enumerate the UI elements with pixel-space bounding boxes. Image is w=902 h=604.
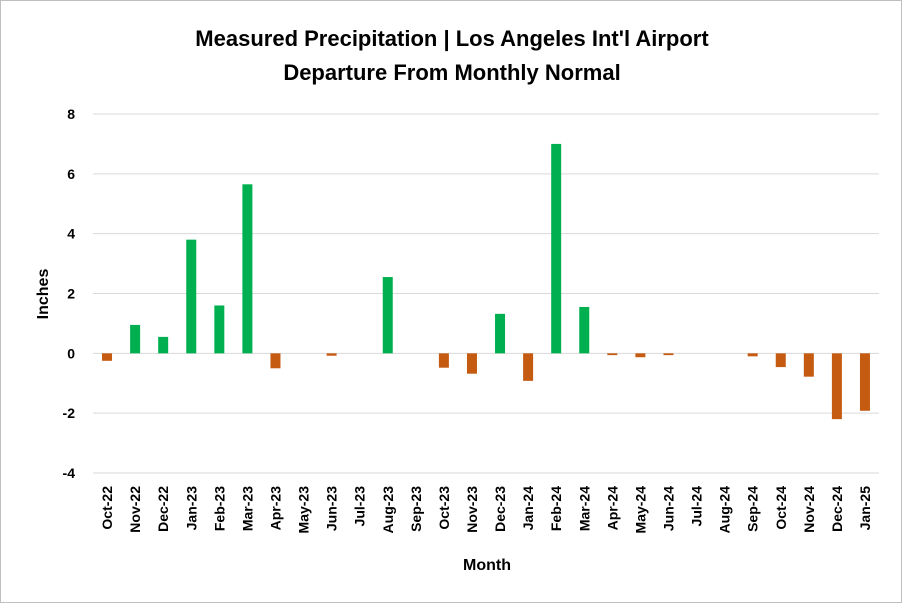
x-axis-title: Month xyxy=(463,557,511,574)
bar-jan-23 xyxy=(186,239,197,354)
x-tick-label: Dec-22 xyxy=(155,486,171,532)
bar-may-24 xyxy=(635,353,646,358)
bar-sep-24 xyxy=(747,353,758,357)
bar-dec-23 xyxy=(495,313,506,354)
y-tick-label: 4 xyxy=(67,226,75,242)
y-axis-ticks: 8 6 4 2 0 -2 -4 xyxy=(63,106,76,481)
x-tick-label: Jul-24 xyxy=(689,486,705,527)
x-tick-label: Sep-24 xyxy=(745,486,761,532)
bar-mar-24 xyxy=(579,306,590,354)
x-tick-label: Oct-24 xyxy=(773,486,789,530)
bar-oct-23 xyxy=(438,353,449,368)
bar-apr-23 xyxy=(270,353,281,369)
bar-mar-23 xyxy=(242,184,253,354)
bar-jun-23 xyxy=(326,353,337,356)
x-tick-label: Jan-25 xyxy=(857,486,873,531)
bars xyxy=(102,143,870,420)
x-tick-label: Oct-22 xyxy=(99,486,115,530)
bar-aug-23 xyxy=(382,277,393,354)
bar-oct-24 xyxy=(775,353,786,368)
bar-jan-24 xyxy=(523,353,534,381)
y-tick-label: 8 xyxy=(67,106,75,122)
y-axis-title: Inches xyxy=(35,269,52,320)
x-tick-label: Nov-24 xyxy=(801,486,817,533)
bar-nov-24 xyxy=(803,353,814,377)
x-tick-label: Jun-23 xyxy=(324,486,340,531)
bar-jan-25 xyxy=(859,353,870,411)
x-tick-label: Apr-23 xyxy=(267,486,283,531)
y-tick-label: -2 xyxy=(63,405,76,421)
y-tick-label: 0 xyxy=(67,345,75,361)
x-tick-label: Nov-22 xyxy=(127,486,143,533)
y-tick-label: -4 xyxy=(63,465,76,481)
x-tick-label: Sep-23 xyxy=(408,486,424,532)
x-tick-label: Aug-23 xyxy=(380,486,396,534)
x-axis-ticks: Oct-22 Nov-22 Dec-22 Jan-23 Feb-23 Mar-23 Apr-… xyxy=(99,486,873,534)
x-tick-label: Oct-23 xyxy=(436,486,452,530)
chart-subtitle: Departure From Monthly Normal xyxy=(283,60,620,85)
x-tick-label: Feb-24 xyxy=(548,486,564,531)
bar-feb-23 xyxy=(214,305,225,354)
chart-title: Measured Precipitation | Los Angeles Int… xyxy=(195,26,709,51)
bar-dec-24 xyxy=(831,353,842,420)
x-tick-label: Aug-24 xyxy=(717,486,733,534)
bar-apr-24 xyxy=(607,353,618,356)
x-tick-label: May-23 xyxy=(296,486,312,534)
x-tick-label: Jun-24 xyxy=(660,486,676,531)
x-tick-label: May-24 xyxy=(632,486,648,534)
bar-nov-23 xyxy=(466,353,477,374)
x-tick-label: Apr-24 xyxy=(604,486,620,531)
bar-jun-24 xyxy=(663,353,674,356)
bar-dec-22 xyxy=(158,336,169,354)
x-tick-label: Mar-24 xyxy=(576,486,592,531)
x-tick-label: Mar-23 xyxy=(239,486,255,531)
bar-feb-24 xyxy=(551,143,562,354)
x-tick-label: Jul-23 xyxy=(352,486,368,527)
bar-oct-22 xyxy=(102,353,113,361)
x-tick-label: Nov-23 xyxy=(464,486,480,533)
y-tick-label: 2 xyxy=(67,286,75,302)
gridlines xyxy=(93,113,879,474)
x-tick-label: Dec-24 xyxy=(829,486,845,532)
x-tick-label: Dec-23 xyxy=(492,486,508,532)
bar-nov-22 xyxy=(130,324,141,354)
x-tick-label: Jan-23 xyxy=(183,486,199,531)
x-tick-label: Feb-23 xyxy=(211,486,227,531)
x-tick-label: Jan-24 xyxy=(520,486,536,531)
y-tick-label: 6 xyxy=(67,166,75,182)
